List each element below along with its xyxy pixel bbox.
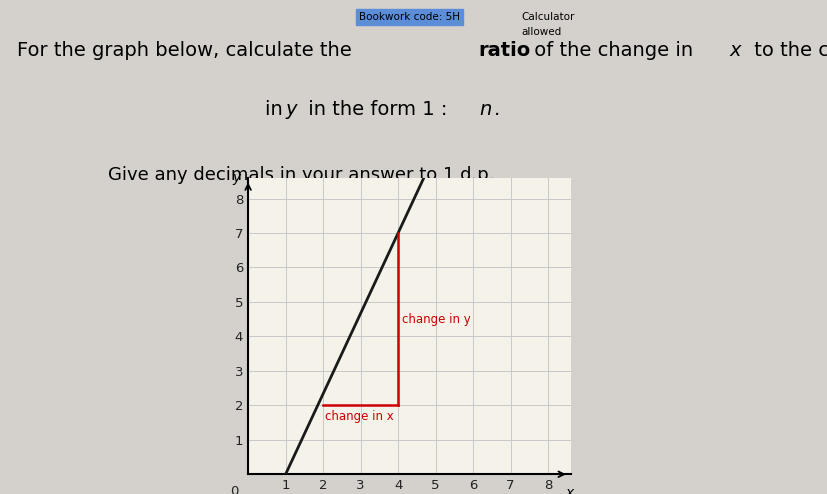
Text: change in x: change in x [325,411,394,423]
Text: allowed: allowed [521,27,562,37]
Text: y: y [232,171,241,185]
Text: in: in [265,100,289,119]
Text: ratio: ratio [478,41,530,60]
Text: in the form 1 :: in the form 1 : [302,100,453,119]
Text: 0: 0 [231,485,239,494]
Text: .: . [494,100,500,119]
Text: Calculator: Calculator [521,12,575,22]
Text: n: n [480,100,492,119]
Text: For the graph below, calculate the: For the graph below, calculate the [17,41,357,60]
Text: x: x [566,486,574,494]
Text: y: y [285,100,297,119]
Text: to the change: to the change [748,41,827,60]
Text: change in y: change in y [402,313,471,326]
Text: x: x [729,41,741,60]
Text: Bookwork code: 5H: Bookwork code: 5H [359,12,460,22]
Text: Give any decimals in your answer to 1 d.p.: Give any decimals in your answer to 1 d.… [108,165,494,184]
Text: of the change in: of the change in [528,41,699,60]
